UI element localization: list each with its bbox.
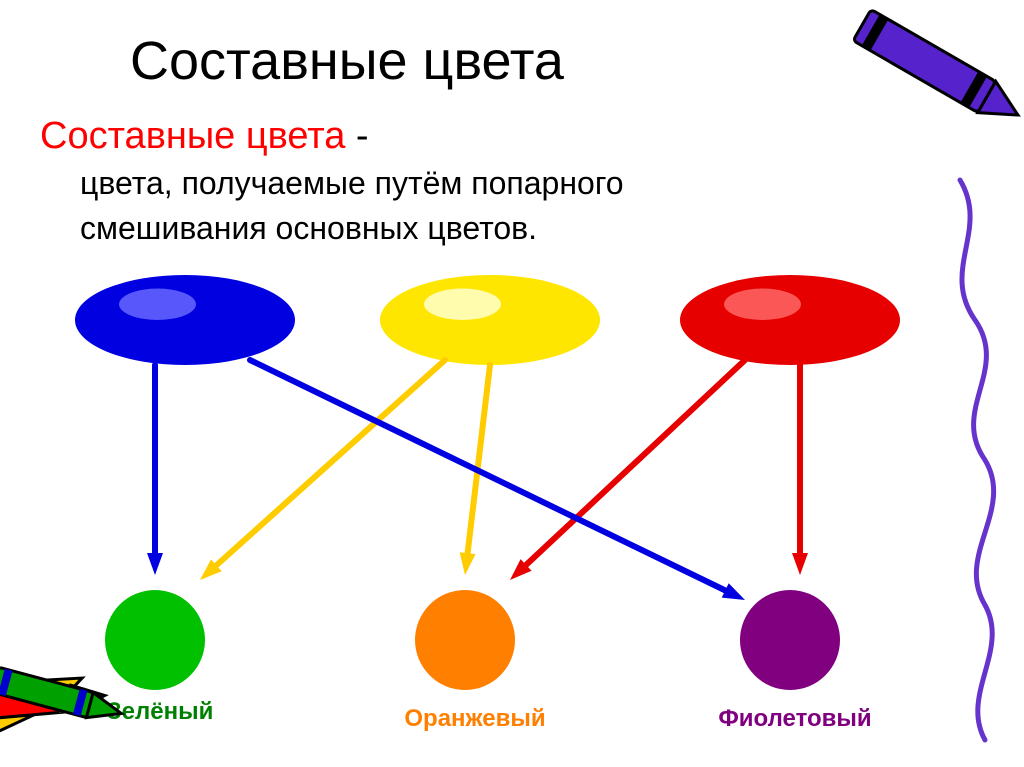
- ellipse-yellow-highlight: [424, 289, 501, 321]
- label-purple: Фиолетовый: [680, 705, 910, 733]
- arrowhead-blue-purple: [722, 583, 745, 600]
- arrowhead-yellow-green: [200, 559, 222, 580]
- subtitle-dash: -: [345, 115, 368, 157]
- squiggle-right: [960, 180, 994, 740]
- ellipse-blue: [75, 275, 295, 365]
- arrowhead-red-orange: [510, 559, 532, 580]
- ellipse-red-highlight: [724, 289, 801, 321]
- ellipse-red: [680, 275, 900, 365]
- arrow-yellow-orange: [467, 365, 490, 562]
- circle-green: [105, 590, 205, 690]
- page-title: Составные цвета: [130, 30, 564, 92]
- subtitle: Составные цвета -: [40, 115, 369, 158]
- body-line-2: смешивания основных цветов.: [80, 210, 537, 247]
- ellipse-yellow: [380, 275, 600, 365]
- arrow-red-orange: [520, 360, 745, 571]
- arrowhead-red-purple: [792, 553, 808, 575]
- label-green: Зелёный: [70, 698, 250, 726]
- crayon-top-right: [853, 9, 1024, 130]
- ellipse-blue-highlight: [119, 289, 196, 321]
- arrow-yellow-green: [210, 360, 445, 571]
- body-line-1: цвета, получаемые путём попарного: [80, 165, 624, 202]
- label-orange: Оранжевый: [365, 705, 585, 733]
- circle-orange: [415, 590, 515, 690]
- subtitle-text: Составные цвета: [40, 115, 345, 157]
- arrowhead-yellow-orange: [460, 552, 476, 575]
- arrowhead-blue-green: [147, 553, 163, 575]
- circle-purple: [740, 590, 840, 690]
- arrow-blue-purple: [250, 360, 733, 594]
